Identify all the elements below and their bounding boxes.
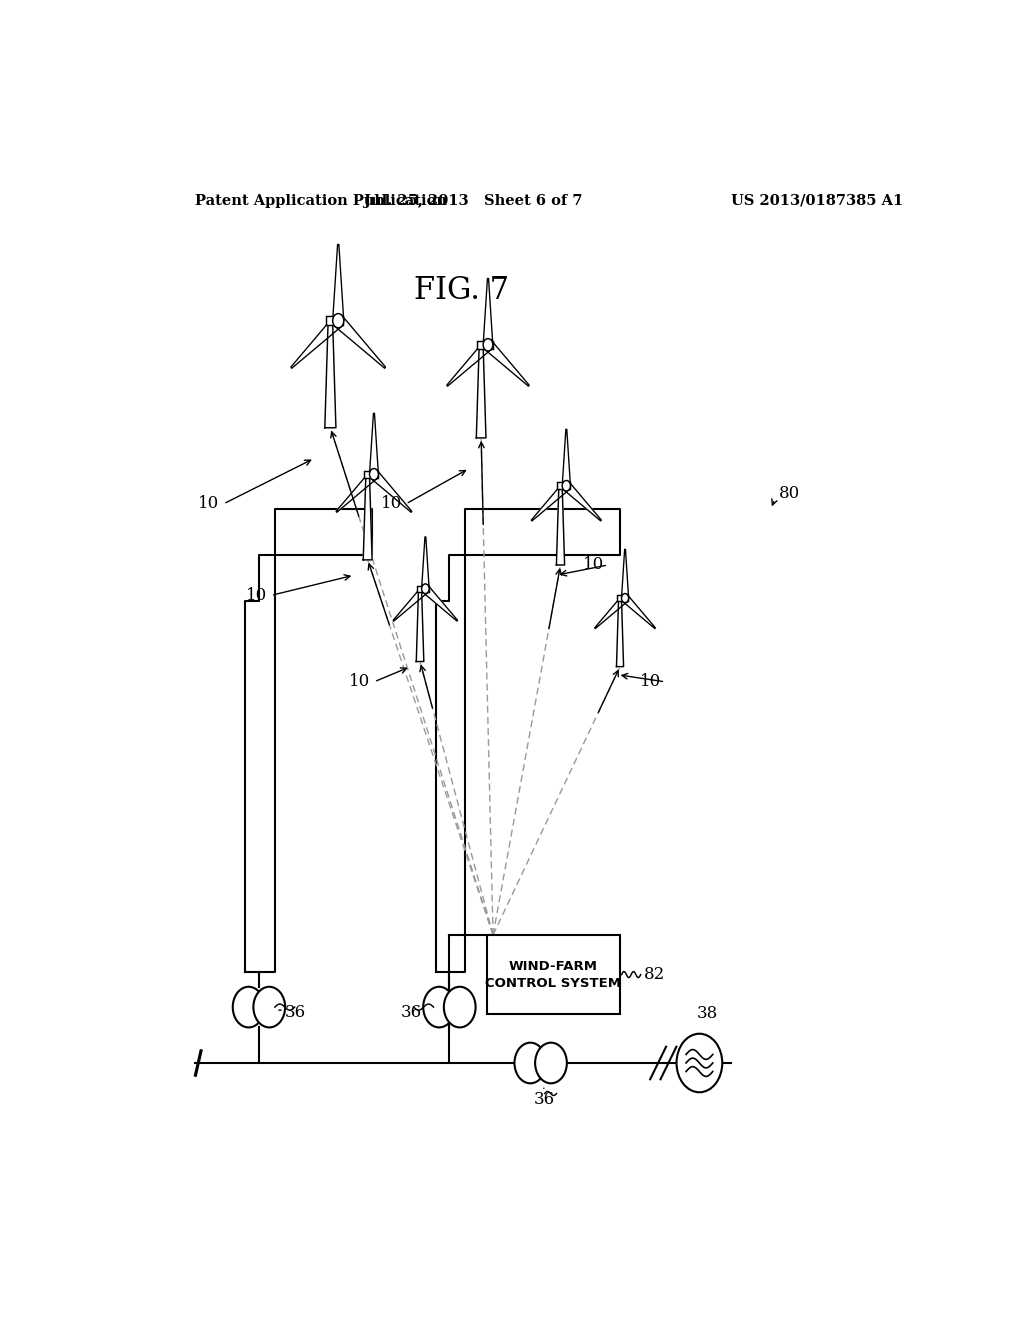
FancyBboxPatch shape xyxy=(365,471,378,478)
Polygon shape xyxy=(422,537,429,589)
Polygon shape xyxy=(364,478,372,560)
Text: 10: 10 xyxy=(583,557,604,573)
Text: 80: 80 xyxy=(778,486,800,503)
Circle shape xyxy=(677,1034,722,1092)
Text: Patent Application Publication: Patent Application Publication xyxy=(196,194,447,209)
FancyBboxPatch shape xyxy=(417,586,429,591)
Polygon shape xyxy=(485,341,529,387)
FancyBboxPatch shape xyxy=(486,935,620,1014)
Circle shape xyxy=(622,594,629,603)
FancyBboxPatch shape xyxy=(557,482,570,490)
Polygon shape xyxy=(423,585,458,622)
Circle shape xyxy=(232,987,264,1027)
Circle shape xyxy=(422,583,429,594)
Text: WIND-FARM
CONTROL SYSTEM: WIND-FARM CONTROL SYSTEM xyxy=(485,960,622,990)
Polygon shape xyxy=(531,482,569,521)
Text: 36: 36 xyxy=(534,1092,554,1109)
Polygon shape xyxy=(595,594,628,628)
Circle shape xyxy=(443,987,475,1027)
Polygon shape xyxy=(622,549,629,598)
Polygon shape xyxy=(483,279,493,345)
Polygon shape xyxy=(335,315,385,368)
Text: 38: 38 xyxy=(696,1006,718,1022)
Polygon shape xyxy=(333,244,344,321)
Circle shape xyxy=(483,339,493,351)
Text: 82: 82 xyxy=(644,966,666,983)
Polygon shape xyxy=(564,482,601,521)
FancyBboxPatch shape xyxy=(477,341,493,348)
Polygon shape xyxy=(556,490,564,565)
Circle shape xyxy=(562,480,570,491)
Text: 10: 10 xyxy=(349,673,370,690)
FancyBboxPatch shape xyxy=(326,317,343,325)
Polygon shape xyxy=(562,429,570,486)
Polygon shape xyxy=(616,601,624,667)
Circle shape xyxy=(536,1043,567,1084)
Circle shape xyxy=(370,469,379,480)
Text: Jul. 25, 2013   Sheet 6 of 7: Jul. 25, 2013 Sheet 6 of 7 xyxy=(364,194,583,209)
Polygon shape xyxy=(476,348,486,438)
Circle shape xyxy=(423,987,455,1027)
Polygon shape xyxy=(623,594,655,628)
Circle shape xyxy=(253,987,285,1027)
Text: 10: 10 xyxy=(246,587,267,605)
Polygon shape xyxy=(336,470,377,512)
Text: 10: 10 xyxy=(198,495,219,512)
Text: FIG. 7: FIG. 7 xyxy=(414,276,509,306)
Text: 10: 10 xyxy=(640,673,662,690)
Polygon shape xyxy=(370,413,379,474)
Text: US 2013/0187385 A1: US 2013/0187385 A1 xyxy=(731,194,903,209)
Polygon shape xyxy=(372,470,412,512)
Polygon shape xyxy=(446,341,490,387)
Circle shape xyxy=(514,1043,546,1084)
Text: 36: 36 xyxy=(400,1003,422,1020)
Polygon shape xyxy=(291,315,342,368)
Text: 36: 36 xyxy=(285,1003,305,1020)
Polygon shape xyxy=(325,325,336,428)
Polygon shape xyxy=(417,591,424,661)
Polygon shape xyxy=(393,585,428,622)
Text: 10: 10 xyxy=(381,495,401,512)
FancyBboxPatch shape xyxy=(617,595,629,601)
Circle shape xyxy=(333,314,344,327)
